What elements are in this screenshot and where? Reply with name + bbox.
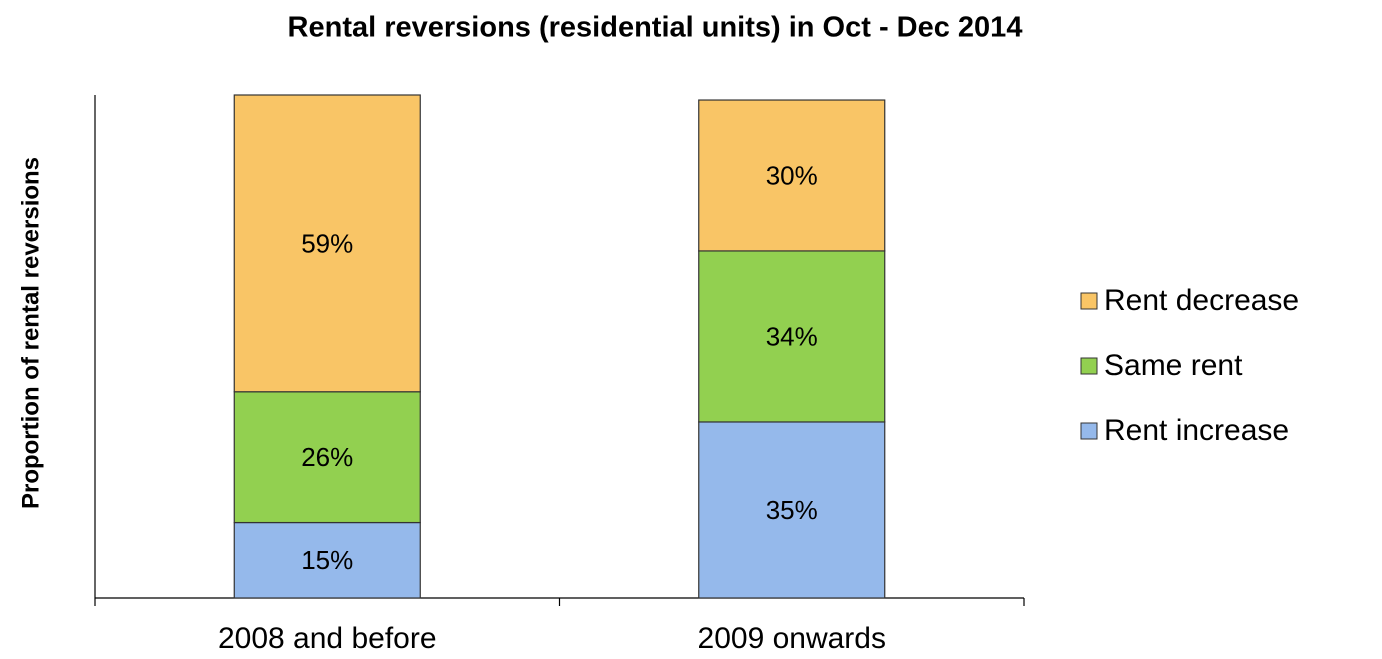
- x-tick-label: 2008 and before: [218, 622, 437, 655]
- data-label: 15%: [301, 545, 353, 575]
- data-label: 35%: [766, 495, 818, 525]
- x-tick-label: 2009 onwards: [698, 622, 886, 655]
- bar-segment: [233, 391, 421, 524]
- legend-label: Rent decrease: [1104, 284, 1299, 317]
- legend-swatch: [1080, 357, 1098, 375]
- data-label: 30%: [766, 160, 818, 190]
- data-label: 34%: [766, 321, 818, 351]
- legend-swatch: [1080, 422, 1098, 440]
- legend-label: Same rent: [1104, 349, 1243, 382]
- y-axis-label: Proportion of rental reversions: [17, 157, 44, 509]
- chart-title: Rental reversions (residential units) in…: [288, 12, 1023, 44]
- bar-segment: [698, 99, 886, 252]
- legend-swatch: [1080, 292, 1098, 310]
- data-label: 59%: [301, 228, 353, 258]
- legend-label: Rent increase: [1104, 414, 1289, 447]
- data-label: 26%: [301, 442, 353, 472]
- bar-segment: [233, 94, 421, 393]
- bar-segment: [233, 521, 421, 599]
